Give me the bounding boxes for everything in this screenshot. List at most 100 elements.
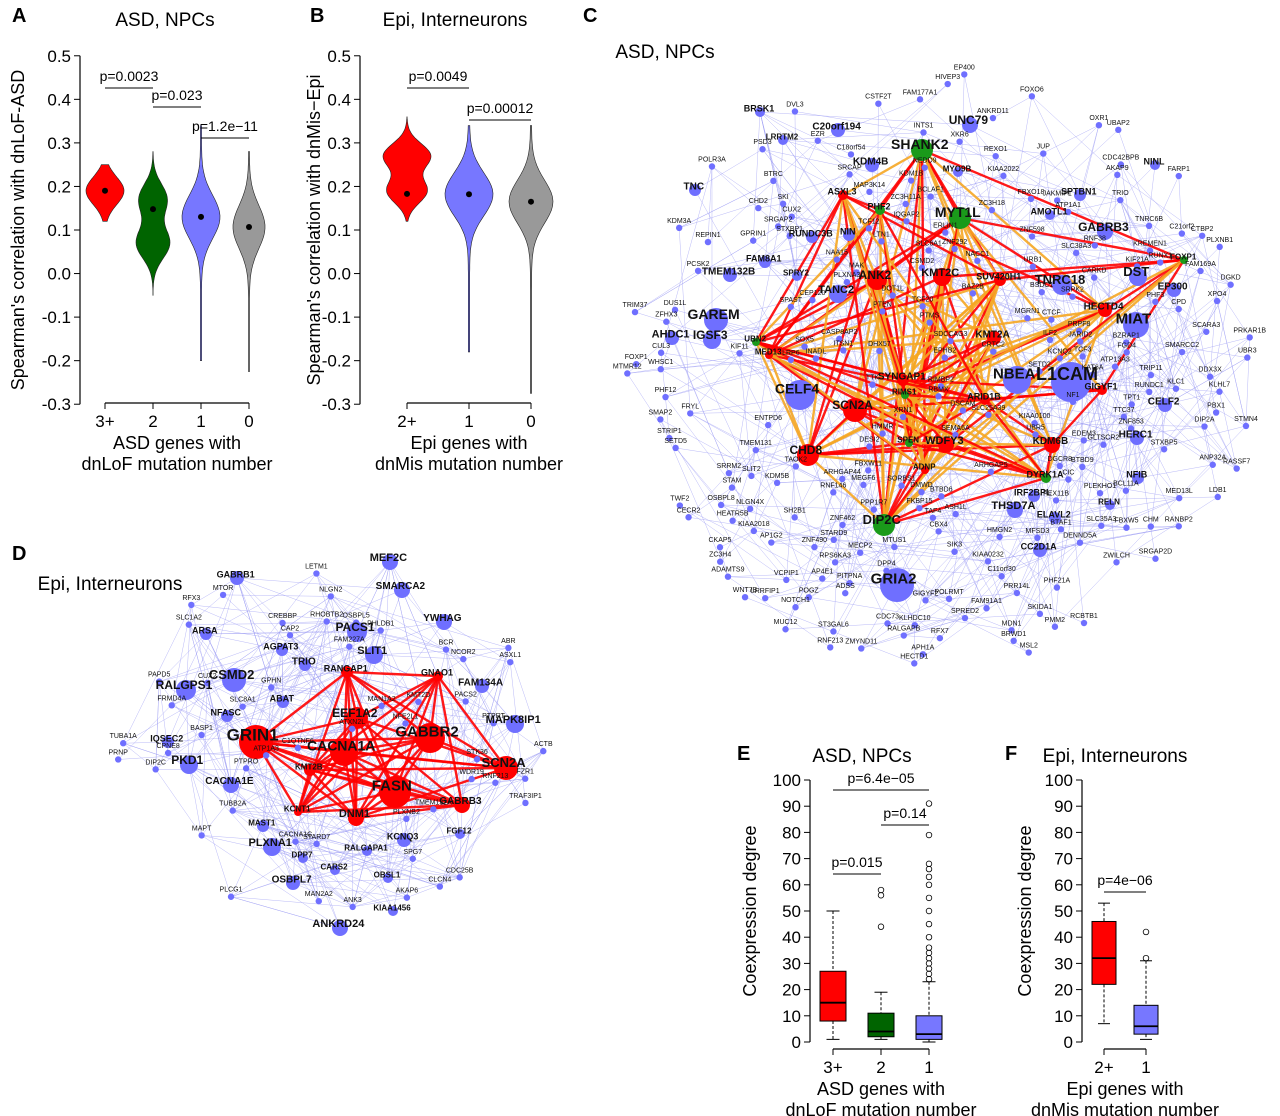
coexpression-edge [799,250,929,396]
coexpression-edge [1118,129,1175,291]
gene-node [1046,336,1054,344]
gene-label: MED13 [755,348,782,357]
panel-letter-b: B [310,5,324,27]
coexpression-edge [694,149,763,191]
gene-node [397,833,411,847]
gene-node [1036,610,1044,618]
coexpression-edge [791,83,948,217]
gene-node [188,601,195,609]
coexpression-edge [232,810,357,819]
gene-label: CELF2 [1148,396,1180,407]
gene-node [304,764,316,776]
gene-node [1175,305,1182,313]
gene-label: GAREM [688,306,740,322]
gene-node [1212,409,1220,416]
gene-node [657,349,665,356]
coexpression-edge [356,561,391,633]
coexpression-edge [282,654,375,703]
highlight-edge [297,675,439,813]
coexpression-edge [727,570,887,577]
gene-node [856,549,864,556]
coexpression-edge [764,259,837,263]
gene-label: APH1A [911,644,934,651]
gene-node [276,644,288,656]
gene-label: DVL3 [786,101,804,108]
coexpression-edge [903,592,1017,636]
gene-node [155,678,163,685]
coexpression-edge [373,647,509,656]
coexpression-edge [185,689,190,766]
highlight-edge [921,148,1185,262]
gene-node [666,434,673,442]
coexpression-edge [245,768,320,902]
gene-label: FAM177A1 [903,89,938,96]
gene-label: CIC [1062,469,1074,476]
coexpression-edge [292,882,353,908]
coexpression-edge [231,896,353,908]
gene-node [927,193,934,200]
coexpression-edge [711,166,878,281]
gene-label: GRIN1 [227,725,279,744]
gene-node [1028,93,1036,100]
gene-label: TMEM132A [415,799,452,806]
coexpression-edge [433,778,526,810]
coexpression-edge [295,841,460,878]
coexpression-edge [1130,351,1183,429]
gene-node [268,684,275,691]
y-tick-label: -0.2 [322,352,351,371]
coexpression-edge [731,487,850,584]
gene-node [1150,160,1160,170]
y-tick-label: 70 [782,850,801,869]
coexpression-edge [1059,357,1248,467]
coexpression-edge [233,679,299,749]
gene-node [911,139,933,161]
gene-node [741,593,749,601]
gene-node [1029,263,1037,270]
gene-label: FGD4 [1117,342,1136,349]
gene-node [522,775,529,782]
gene-label: SPG7 [403,849,422,856]
gene-label: MECP2 [848,543,872,550]
gene-label: TUBB2A [219,801,247,808]
x-axis-label: dnLoF mutation number [81,454,272,474]
coexpression-edge [837,129,1044,154]
gene-label: SH2B1 [784,507,806,514]
coexpression-edge [1076,252,1231,285]
gene-label: BASP1 [190,725,213,732]
gene-label: ABAT [270,693,295,703]
gene-label: MEF2C [370,552,407,564]
coexpression-edge [1068,211,1150,227]
pvalue-label: p=0.023 [152,87,203,103]
coexpression-edge [236,577,403,591]
gene-label: KLHDC10 [899,615,931,622]
gene-label: WDR19 [459,769,484,776]
gene-label: GRIA2 [871,570,917,587]
gene-label: PSD3 [753,139,771,146]
gene-node [1079,463,1086,471]
highlight-edge [983,337,996,401]
outlier-point [877,892,885,899]
highlight-edge [768,209,881,356]
gene-label: SIK3 [947,542,962,549]
highlight-edge [878,209,987,401]
coexpression-edge [759,111,844,196]
coexpression-edge [201,683,208,836]
coexpression-edge [768,350,880,426]
y-tick-label: 20 [1054,981,1073,1000]
gene-label: TNRC6B [1135,216,1163,223]
pvalue-label: p=0.0023 [100,68,159,84]
gene-node [1146,247,1154,254]
gene-label: SLC6A1 [916,240,942,247]
gene-node [875,205,885,215]
gene-label: ZNF490 [802,537,827,544]
coexpression-edge [1181,233,1250,338]
gene-label: ZMYND11 [845,638,877,645]
gene-label: EEF1A2 [332,706,378,720]
x-tick-label: 1 [464,412,473,431]
gene-label: SEMA6A [941,425,970,432]
gene-label: CBX4 [929,521,947,528]
y-tick-label: 0 [792,1033,801,1052]
gene-node [792,463,800,470]
highlight-edge [807,453,1047,480]
gene-node [879,308,886,315]
